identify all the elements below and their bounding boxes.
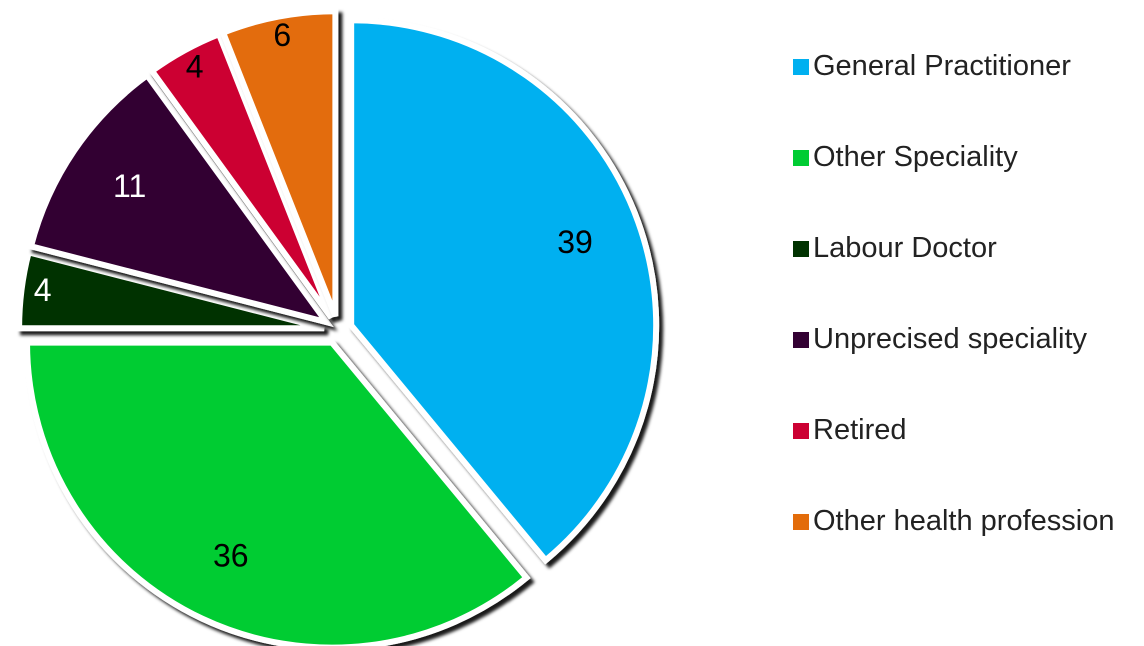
legend: General Practitioner Other Speciality Labo…	[793, 40, 1133, 586]
chart: 39 36 4 11 4 6	[16, 8, 660, 646]
legend-swatch	[793, 241, 809, 257]
pie-slice	[16, 248, 325, 332]
legend-label: Other Speciality	[813, 141, 1018, 173]
legend-label: General Practitioner	[813, 50, 1071, 82]
data-label: 39	[557, 224, 593, 260]
pie: 39 36 4 11 4 6	[16, 8, 660, 646]
pie-slice	[147, 30, 335, 320]
legend-swatch	[793, 150, 809, 166]
data-label: 11	[113, 168, 146, 204]
pie-slice	[24, 339, 531, 646]
legend-item: Retired	[793, 404, 1133, 495]
legend-label: Unprecised speciality	[813, 323, 1088, 355]
legend-label: Retired	[813, 414, 907, 446]
data-label: 6	[273, 17, 291, 53]
legend-swatch	[793, 59, 809, 75]
pie-slice	[219, 8, 339, 318]
data-label: 4	[34, 272, 52, 308]
legend-swatch	[793, 332, 809, 348]
pie-slice	[348, 17, 660, 565]
legend-item: Other Speciality	[793, 131, 1133, 222]
data-label: 36	[213, 537, 249, 573]
legend-label: Other health profession	[813, 505, 1115, 537]
pie-slice	[27, 71, 334, 328]
legend-item: Other health profession	[793, 495, 1133, 586]
legend-item: Labour Doctor	[793, 222, 1133, 313]
data-label: 4	[186, 49, 204, 85]
legend-label: Labour Doctor	[813, 232, 997, 264]
legend-item: Unprecised speciality	[793, 313, 1133, 404]
legend-swatch	[793, 423, 809, 439]
legend-swatch	[793, 514, 809, 530]
legend-item: General Practitioner	[793, 40, 1133, 131]
